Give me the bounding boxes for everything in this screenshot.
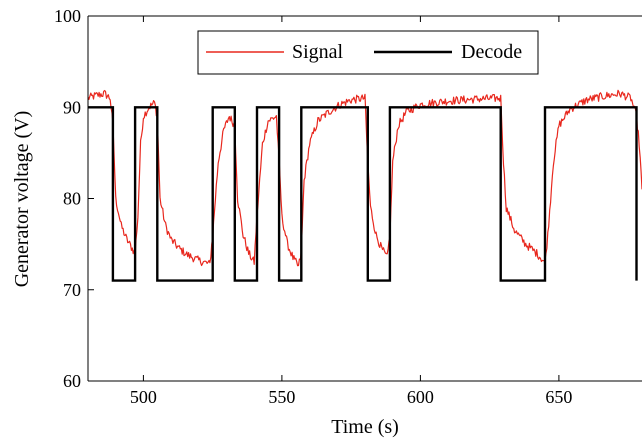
legend-signal-label: Signal: [292, 41, 344, 63]
y-tick-label: 70: [63, 280, 81, 300]
y-tick-label: 80: [63, 189, 81, 209]
y-tick-label: 60: [63, 371, 81, 391]
y-tick-label: 90: [63, 97, 81, 117]
x-tick-label: 550: [268, 387, 295, 407]
y-axis-title: Generator voltage (V): [11, 111, 33, 288]
x-tick-label: 500: [130, 387, 157, 407]
x-tick-label: 650: [545, 387, 572, 407]
x-tick-label: 600: [407, 387, 434, 407]
y-tick-label: 100: [54, 6, 81, 26]
legend-decode-label: Decode: [461, 41, 522, 63]
x-axis-title: Time (s): [331, 416, 399, 438]
legend: Signal Decode: [198, 31, 538, 74]
